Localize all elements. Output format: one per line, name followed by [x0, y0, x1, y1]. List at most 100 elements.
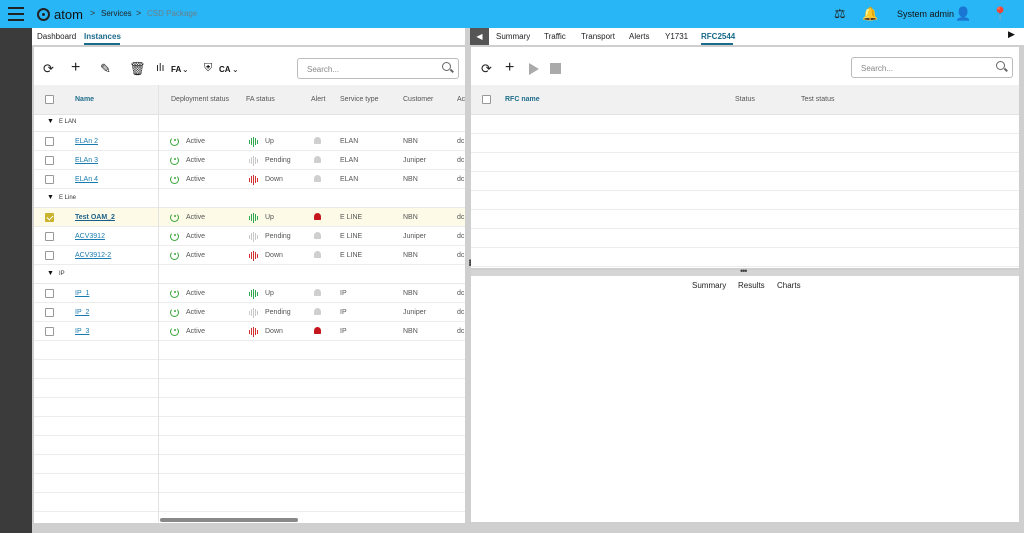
- instance-name-link[interactable]: ACV3912-2: [75, 252, 112, 259]
- col-test-status[interactable]: Test status: [801, 96, 835, 103]
- gavel-icon[interactable]: ⚖: [834, 6, 846, 21]
- collapse-triangle-icon[interactable]: ▼: [47, 118, 54, 125]
- col-fa-status[interactable]: FA status: [246, 96, 275, 103]
- table-row[interactable]: IP_2 Active Pending IP Juniper dc: [34, 303, 465, 322]
- alert-bell-icon[interactable]: [314, 289, 321, 296]
- col-service-type[interactable]: Service type: [340, 96, 379, 103]
- tab-dashboard[interactable]: Dashboard: [37, 32, 77, 41]
- tab-summary[interactable]: Summary: [496, 32, 531, 41]
- alert-bell-icon[interactable]: [314, 156, 321, 163]
- rfc-select-all-checkbox[interactable]: [482, 95, 491, 104]
- edit-icon[interactable]: ✎: [100, 61, 111, 76]
- customer: NBN: [403, 138, 418, 145]
- row-checkbox[interactable]: [45, 175, 54, 184]
- subtab-summary[interactable]: Summary: [692, 281, 727, 290]
- instance-name-link[interactable]: Test OAM_2: [75, 214, 115, 221]
- row-checkbox[interactable]: [45, 289, 54, 298]
- row-checkbox[interactable]: [45, 137, 54, 146]
- group-header[interactable]: ▼ E Line: [34, 189, 465, 208]
- fa-status-icon: [249, 174, 261, 185]
- collapse-triangle-icon[interactable]: ▼: [47, 270, 54, 277]
- menu-icon[interactable]: [8, 7, 24, 21]
- tab-y1731[interactable]: Y1731: [665, 32, 689, 41]
- location-pin-icon[interactable]: 📍: [992, 6, 1009, 21]
- tab-scroll-left-icon[interactable]: ◀: [470, 28, 489, 45]
- col-rfc-name[interactable]: RFC name: [505, 96, 540, 103]
- col-status[interactable]: Status: [735, 96, 755, 103]
- col-alert[interactable]: Alert: [311, 96, 326, 103]
- table-row[interactable]: ACV3912 Active Pending E LINE Juniper dc: [34, 227, 465, 246]
- breadcrumb-services[interactable]: Services: [101, 9, 132, 18]
- group-header[interactable]: ▼ E LAN: [34, 113, 465, 132]
- horizontal-splitter[interactable]: [471, 270, 1019, 276]
- instance-name-link[interactable]: ELAn 4: [75, 176, 98, 183]
- stop-icon[interactable]: [550, 63, 561, 74]
- splitter-handle-icon[interactable]: •••: [740, 266, 748, 276]
- bell-icon[interactable]: 🔔: [862, 6, 879, 21]
- alert-bell-icon[interactable]: [314, 213, 321, 220]
- col-account[interactable]: Ac: [457, 96, 466, 103]
- instance-name-link[interactable]: ELAn 2: [75, 138, 98, 145]
- alert-bell-icon[interactable]: [314, 175, 321, 182]
- rfc-search-input[interactable]: Search...: [851, 57, 1013, 78]
- fa-dropdown[interactable]: FA: [171, 65, 182, 74]
- group-header[interactable]: ▼ IP: [34, 265, 465, 284]
- row-checkbox[interactable]: [45, 251, 54, 260]
- instance-name-link[interactable]: IP_2: [75, 309, 90, 316]
- app-logo[interactable]: atom: [37, 6, 83, 22]
- col-deployment-status[interactable]: Deployment status: [171, 96, 229, 103]
- col-name[interactable]: Name: [75, 96, 95, 103]
- user-name[interactable]: System admin: [897, 9, 955, 19]
- alert-bell-icon[interactable]: [314, 308, 321, 315]
- table-row[interactable]: ELAn 2 Active Up ELAN NBN dc: [34, 132, 465, 151]
- search-icon[interactable]: [996, 61, 1005, 70]
- table-row[interactable]: Test OAM_2 Active Up E LINE NBN dc: [34, 208, 465, 227]
- tab-scroll-right-icon[interactable]: ▶: [1008, 29, 1015, 39]
- tab-alerts[interactable]: Alerts: [629, 32, 650, 41]
- tab-instances[interactable]: Instances: [84, 32, 121, 41]
- deployment-status-icon: [170, 289, 179, 298]
- row-checkbox[interactable]: [45, 308, 54, 317]
- instance-name-link[interactable]: ELAn 3: [75, 157, 98, 164]
- ca-dropdown[interactable]: CA: [219, 65, 231, 74]
- alert-bell-icon[interactable]: [314, 137, 321, 144]
- collapse-triangle-icon[interactable]: ▼: [47, 194, 54, 201]
- subtab-charts[interactable]: Charts: [777, 281, 801, 290]
- alert-bell-icon[interactable]: [314, 232, 321, 239]
- instances-search-input[interactable]: Search...: [297, 58, 459, 79]
- col-customer[interactable]: Customer: [403, 96, 434, 103]
- chevron-down-icon[interactable]: ⌄: [182, 65, 189, 74]
- refresh-icon[interactable]: ⟳: [43, 61, 54, 76]
- table-row[interactable]: IP_1 Active Up IP NBN dc: [34, 284, 465, 303]
- instance-name-link[interactable]: IP_3: [75, 328, 90, 335]
- row-checkbox[interactable]: [45, 232, 54, 241]
- vertical-splitter-handle[interactable]: •••: [465, 259, 475, 266]
- add-icon[interactable]: +: [505, 59, 515, 76]
- user-icon[interactable]: 👤: [955, 6, 972, 21]
- search-icon[interactable]: [442, 62, 451, 71]
- alert-bell-icon[interactable]: [314, 327, 321, 334]
- delete-icon[interactable]: 🗑: [129, 61, 146, 76]
- instance-name-link[interactable]: IP_1: [75, 290, 90, 297]
- chevron-down-icon[interactable]: ⌄: [232, 65, 239, 74]
- alert-bell-icon[interactable]: [314, 251, 321, 258]
- search-placeholder: Search...: [861, 64, 894, 73]
- table-row[interactable]: ELAn 3 Active Pending ELAN Juniper dc: [34, 151, 465, 170]
- refresh-icon[interactable]: ⟳: [481, 61, 492, 76]
- table-row[interactable]: IP_3 Active Down IP NBN dc: [34, 322, 465, 341]
- table-row[interactable]: ACV3912-2 Active Down E LINE NBN dc: [34, 246, 465, 265]
- tab-transport[interactable]: Transport: [581, 32, 615, 41]
- tab-traffic[interactable]: Traffic: [544, 32, 566, 41]
- play-icon[interactable]: [529, 63, 539, 75]
- row-checkbox[interactable]: [45, 156, 54, 165]
- instance-name-link[interactable]: ACV3912: [75, 233, 105, 240]
- add-icon[interactable]: +: [71, 59, 81, 76]
- row-checkbox[interactable]: [45, 327, 54, 336]
- horizontal-scrollbar[interactable]: [160, 518, 298, 522]
- subtab-results[interactable]: Results: [738, 281, 765, 290]
- select-all-checkbox[interactable]: [45, 95, 54, 104]
- row-checkbox[interactable]: [45, 213, 54, 222]
- table-row[interactable]: ELAn 4 Active Down ELAN NBN dc: [34, 170, 465, 189]
- tab-rfc2544[interactable]: RFC2544: [701, 32, 736, 41]
- fa-status-icon: [249, 326, 261, 337]
